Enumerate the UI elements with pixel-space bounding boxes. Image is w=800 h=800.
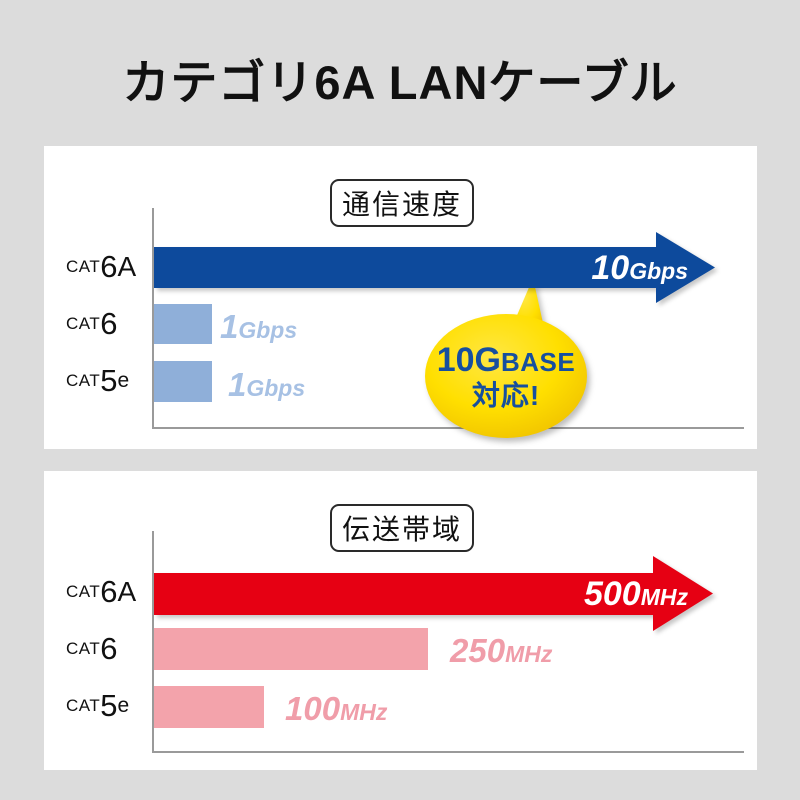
speed-x-axis bbox=[152, 427, 744, 429]
speed-cat6-label: CAT 6 bbox=[66, 306, 118, 341]
speed-y-axis bbox=[152, 208, 154, 427]
bandwidth-chart-heading: 伝送帯域 bbox=[330, 504, 474, 552]
bandwidth-cat5e-value: 100 MHz bbox=[285, 690, 388, 727]
speed-cat5e-bar bbox=[154, 361, 212, 402]
bandwidth-cat6-label: CAT 6 bbox=[66, 631, 118, 666]
bandwidth-cat5e-label: CAT 5 e bbox=[66, 688, 130, 723]
bandwidth-chart-panel: 伝送帯域 CAT 6 A CAT 6 CAT 5 e 500 MHz 250 MHz 1 bbox=[44, 471, 757, 770]
page-title: カテゴリ6A LANケーブル bbox=[122, 56, 678, 109]
speed-cat5e-label: CAT 5 e bbox=[66, 363, 130, 398]
speed-cat5e-value: 1 Gbps bbox=[228, 366, 306, 403]
speed-cat6a-label: CAT 6 A bbox=[66, 249, 137, 284]
bandwidth-cat6a-value: 500 MHz bbox=[583, 575, 688, 613]
bandwidth-cat5e-bar bbox=[154, 686, 264, 728]
bandwidth-x-axis bbox=[152, 751, 744, 753]
speed-cat6-bar bbox=[154, 304, 212, 344]
speed-cat6a-arrow bbox=[154, 232, 715, 303]
bandwidth-cat6a-label: CAT 6 A bbox=[66, 574, 137, 609]
speed-chart-heading: 通信速度 bbox=[330, 179, 474, 227]
balloon-annotation: 10G BASE 対応! bbox=[436, 340, 576, 412]
bandwidth-cat6-value: 250 MHz bbox=[450, 632, 553, 669]
bandwidth-cat6a-arrow bbox=[154, 556, 713, 631]
bandwidth-cat6-bar bbox=[154, 628, 428, 670]
balloon-shape bbox=[425, 278, 587, 438]
bandwidth-y-axis bbox=[152, 531, 154, 751]
speed-cat6-value: 1 Gbps bbox=[220, 308, 298, 345]
speed-cat6a-value: 10 Gbps bbox=[591, 249, 688, 287]
